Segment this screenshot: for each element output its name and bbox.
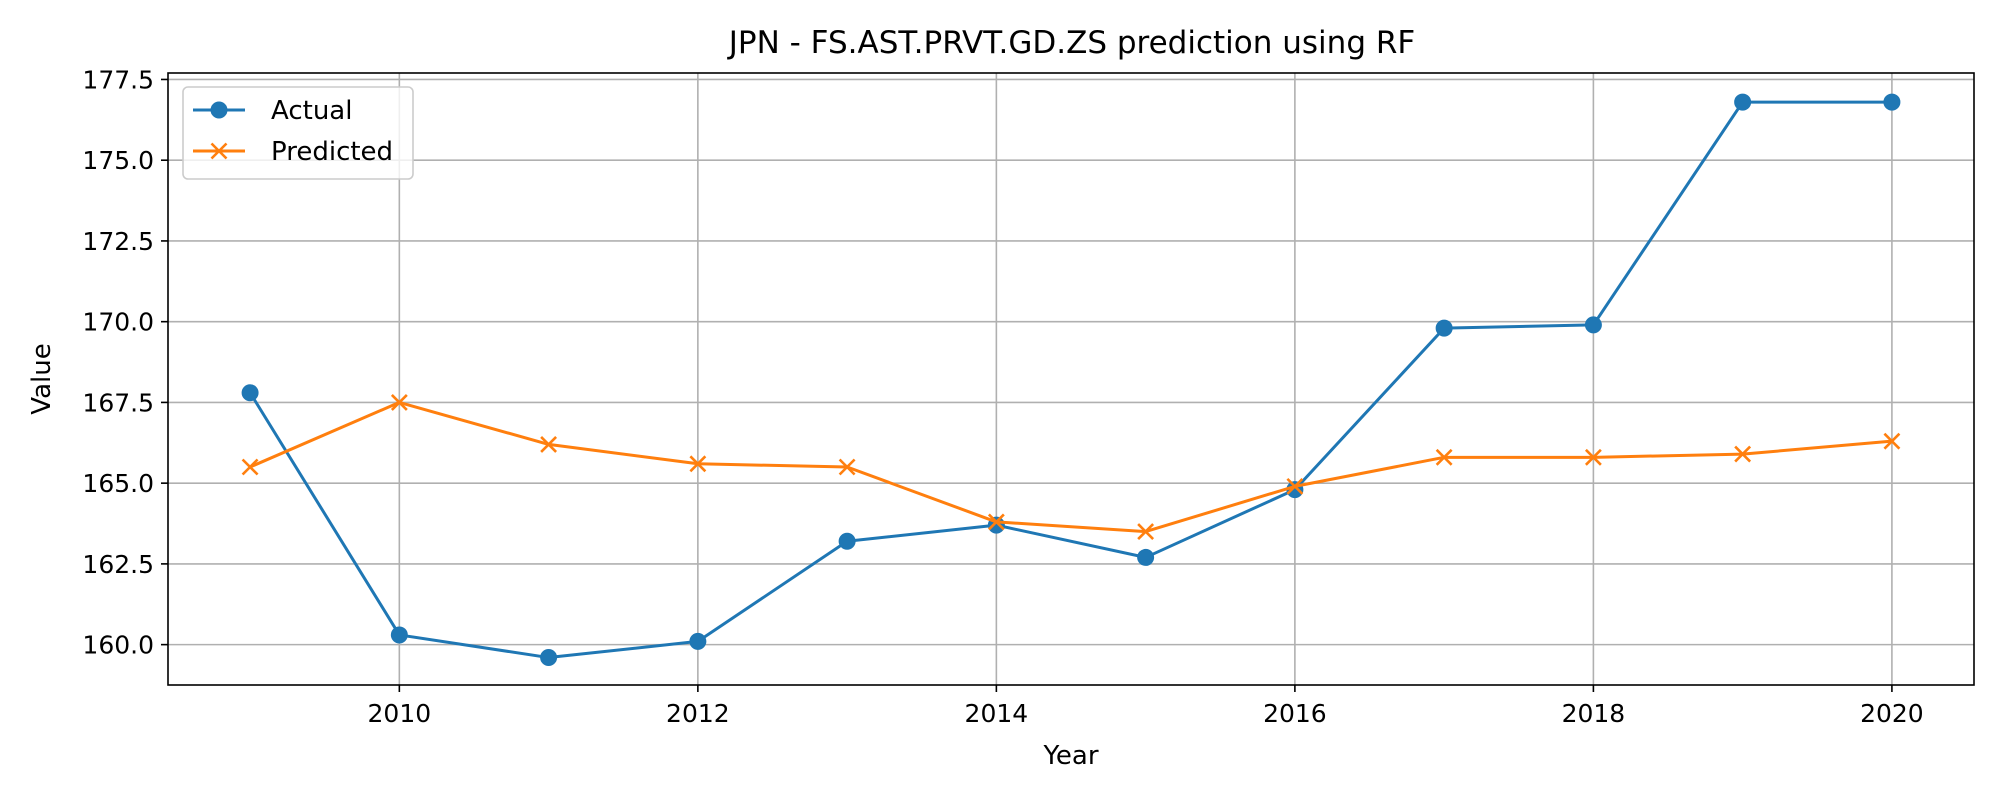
data-point-predicted: [1435, 448, 1453, 466]
y-axis-ticks: 160.0 162.5 165.0 167.5 170.0 172.5 175.0 177.5: [82, 65, 168, 660]
y-tick-label: 170.0: [82, 308, 154, 337]
legend-label-predicted: Predicted: [271, 137, 393, 167]
legend-item-predicted: Predicted: [193, 137, 393, 167]
y-tick-label: 162.5: [82, 550, 154, 579]
data-point-actual: [540, 649, 558, 667]
data-point-actual: [1137, 548, 1155, 566]
series-actual: [241, 93, 1901, 667]
y-tick-label: 165.0: [82, 469, 154, 498]
series-line-predicted: [248, 400, 1894, 534]
x-axis-label: Year: [1042, 741, 1098, 771]
y-axis-label: Value: [27, 343, 57, 414]
data-point-actual: [689, 632, 707, 650]
series-layer: [241, 93, 1901, 667]
data-point-predicted: [241, 458, 259, 476]
legend: Actual Predicted: [182, 86, 414, 180]
legend-marker-predicted: [210, 142, 228, 160]
data-point-predicted: [540, 435, 558, 453]
y-tick-label: 172.5: [82, 227, 154, 256]
series-line-actual: [248, 100, 1894, 660]
legend-label-actual: Actual: [271, 96, 352, 126]
y-tick-label: 177.5: [82, 65, 154, 94]
x-tick-label: 2020: [1860, 699, 1924, 728]
data-point-predicted: [689, 455, 707, 473]
data-point-predicted: [390, 393, 408, 411]
data-point-actual: [1584, 316, 1602, 334]
x-tick-label: 2018: [1562, 699, 1626, 728]
data-point-actual: [1883, 93, 1901, 111]
data-point-predicted: [987, 513, 1005, 531]
y-tick-label: 167.5: [82, 388, 154, 417]
y-tick-label: 160.0: [82, 631, 154, 660]
x-tick-label: 2016: [1263, 699, 1327, 728]
x-axis-ticks: 2010 2012 2014 2016 2018 2020: [368, 685, 1924, 728]
series-predicted: [241, 393, 1901, 541]
legend-item-actual: Actual: [193, 96, 352, 126]
x-tick-label: 2012: [666, 699, 730, 728]
grid-lines: [168, 73, 1974, 685]
data-point-actual: [390, 626, 408, 644]
data-point-actual: [241, 384, 259, 402]
x-tick-label: 2010: [368, 699, 432, 728]
y-tick-label: 175.0: [82, 146, 154, 175]
legend-marker-actual: [210, 101, 228, 119]
data-point-actual: [1435, 319, 1453, 337]
data-point-predicted: [1137, 523, 1155, 541]
data-point-predicted: [1883, 432, 1901, 450]
data-point-predicted: [1734, 445, 1752, 463]
data-point-predicted: [838, 458, 856, 476]
data-point-predicted: [1286, 477, 1304, 495]
plot-frame: [167, 72, 1975, 686]
x-tick-label: 2014: [965, 699, 1029, 728]
data-point-actual: [1734, 93, 1752, 111]
data-point-predicted: [1584, 448, 1602, 466]
chart-title: JPN - FS.AST.PRVT.GD.ZS prediction using…: [727, 25, 1415, 61]
data-point-actual: [838, 532, 856, 550]
